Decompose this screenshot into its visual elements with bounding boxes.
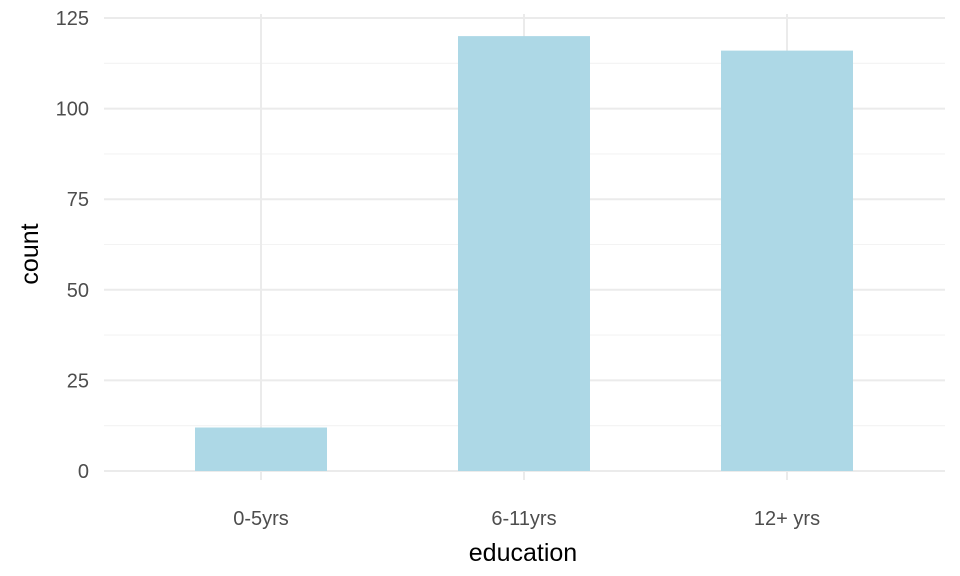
y-tick-label: 0 <box>78 461 89 483</box>
x-tick-label: 12+ yrs <box>754 508 820 530</box>
y-axis-ticks: 0 25 50 75 100 125 <box>56 8 89 483</box>
y-axis-title: count <box>16 223 44 284</box>
x-axis-ticks: 0-5yrs 6-11yrs 12+ yrs <box>233 508 820 530</box>
y-tick-label: 25 <box>67 370 89 392</box>
bar-2 <box>721 50 853 472</box>
y-tick-label: 125 <box>56 8 89 30</box>
x-tick-label: 6-11yrs <box>491 508 556 530</box>
bar-1 <box>458 36 590 472</box>
x-axis-title: education <box>469 539 577 567</box>
x-tick-label: 0-5yrs <box>233 508 289 530</box>
y-tick-label: 100 <box>56 99 89 121</box>
bar-0 <box>195 427 327 471</box>
y-tick-label: 75 <box>67 189 89 211</box>
bars <box>195 36 853 472</box>
y-tick-label: 50 <box>67 280 89 302</box>
